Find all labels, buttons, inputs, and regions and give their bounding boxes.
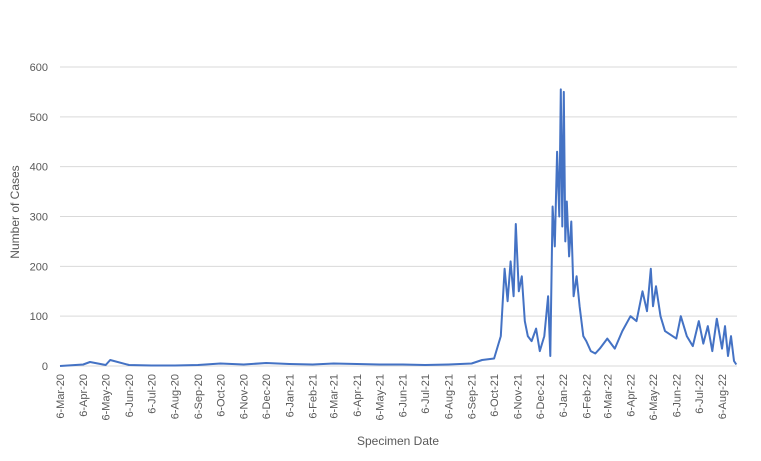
y-tick-label: 100	[30, 311, 48, 323]
x-tick-label: 6-Jan-22	[558, 374, 570, 417]
x-axis-label: Specimen Date	[357, 434, 439, 448]
x-tick-label: 6-Feb-21	[308, 374, 320, 419]
x-tick-label: 6-Dec-21	[535, 374, 547, 419]
x-tick-label: 6-May-20	[101, 374, 113, 420]
x-tick-label: 6-Mar-22	[602, 374, 614, 419]
x-tick-label: 6-Feb-22	[581, 374, 593, 419]
x-tick-label: 6-Jun-20	[124, 374, 136, 417]
x-tick-label: 6-Jun-22	[671, 374, 683, 417]
x-tick-label: 6-Aug-21	[443, 374, 455, 419]
x-tick-label: 6-Jul-20	[146, 374, 158, 414]
y-tick-label: 600	[30, 62, 48, 74]
x-tick-label: 6-Oct-20	[215, 374, 227, 417]
x-tick-label: 6-Apr-20	[78, 374, 90, 417]
gridlines	[60, 66, 737, 367]
x-tick-label: 6-Apr-21	[352, 374, 364, 417]
x-tick-label: 6-Jul-22	[694, 374, 706, 414]
x-tick-label: 6-Dec-20	[261, 374, 273, 419]
y-tick-label: 400	[30, 162, 48, 174]
series-line-0	[59, 88, 738, 367]
x-tick-label: 6-Jan-21	[284, 374, 296, 417]
x-tick-label: 6-Oct-21	[489, 374, 501, 417]
x-tick-label: 6-Aug-22	[717, 374, 729, 419]
x-tick-label: 6-Nov-21	[512, 374, 524, 419]
y-tick-label: 300	[30, 212, 48, 224]
x-tick-label: 6-Aug-20	[170, 374, 182, 419]
y-axis-ticks: 0 100 200 300 400 500 600	[30, 62, 48, 373]
series-layer	[59, 88, 738, 367]
y-tick-label: 500	[30, 112, 48, 124]
x-tick-label: 6-Apr-22	[626, 374, 638, 417]
x-tick-label: 6-Sep-21	[467, 374, 479, 419]
y-tick-label: 200	[30, 261, 48, 273]
x-tick-label: 6-Jul-21	[420, 374, 432, 414]
x-tick-label: 6-Sep-20	[193, 374, 205, 419]
x-tick-label: 6-Mar-20	[55, 374, 67, 419]
x-axis-ticks: 6-Mar-20 6-Apr-20 6-May-20 6-Jun-20 6-Jul-20…	[55, 374, 729, 420]
x-tick-label: 6-Mar-21	[329, 374, 341, 419]
x-tick-label: 6-Nov-20	[239, 374, 251, 419]
y-tick-label: 0	[42, 361, 48, 373]
x-tick-label: 6-Jun-21	[398, 374, 410, 417]
x-tick-label: 6-May-21	[374, 374, 386, 420]
y-axis-label: Number of Cases	[8, 165, 22, 258]
x-tick-label: 6-May-22	[648, 374, 660, 420]
